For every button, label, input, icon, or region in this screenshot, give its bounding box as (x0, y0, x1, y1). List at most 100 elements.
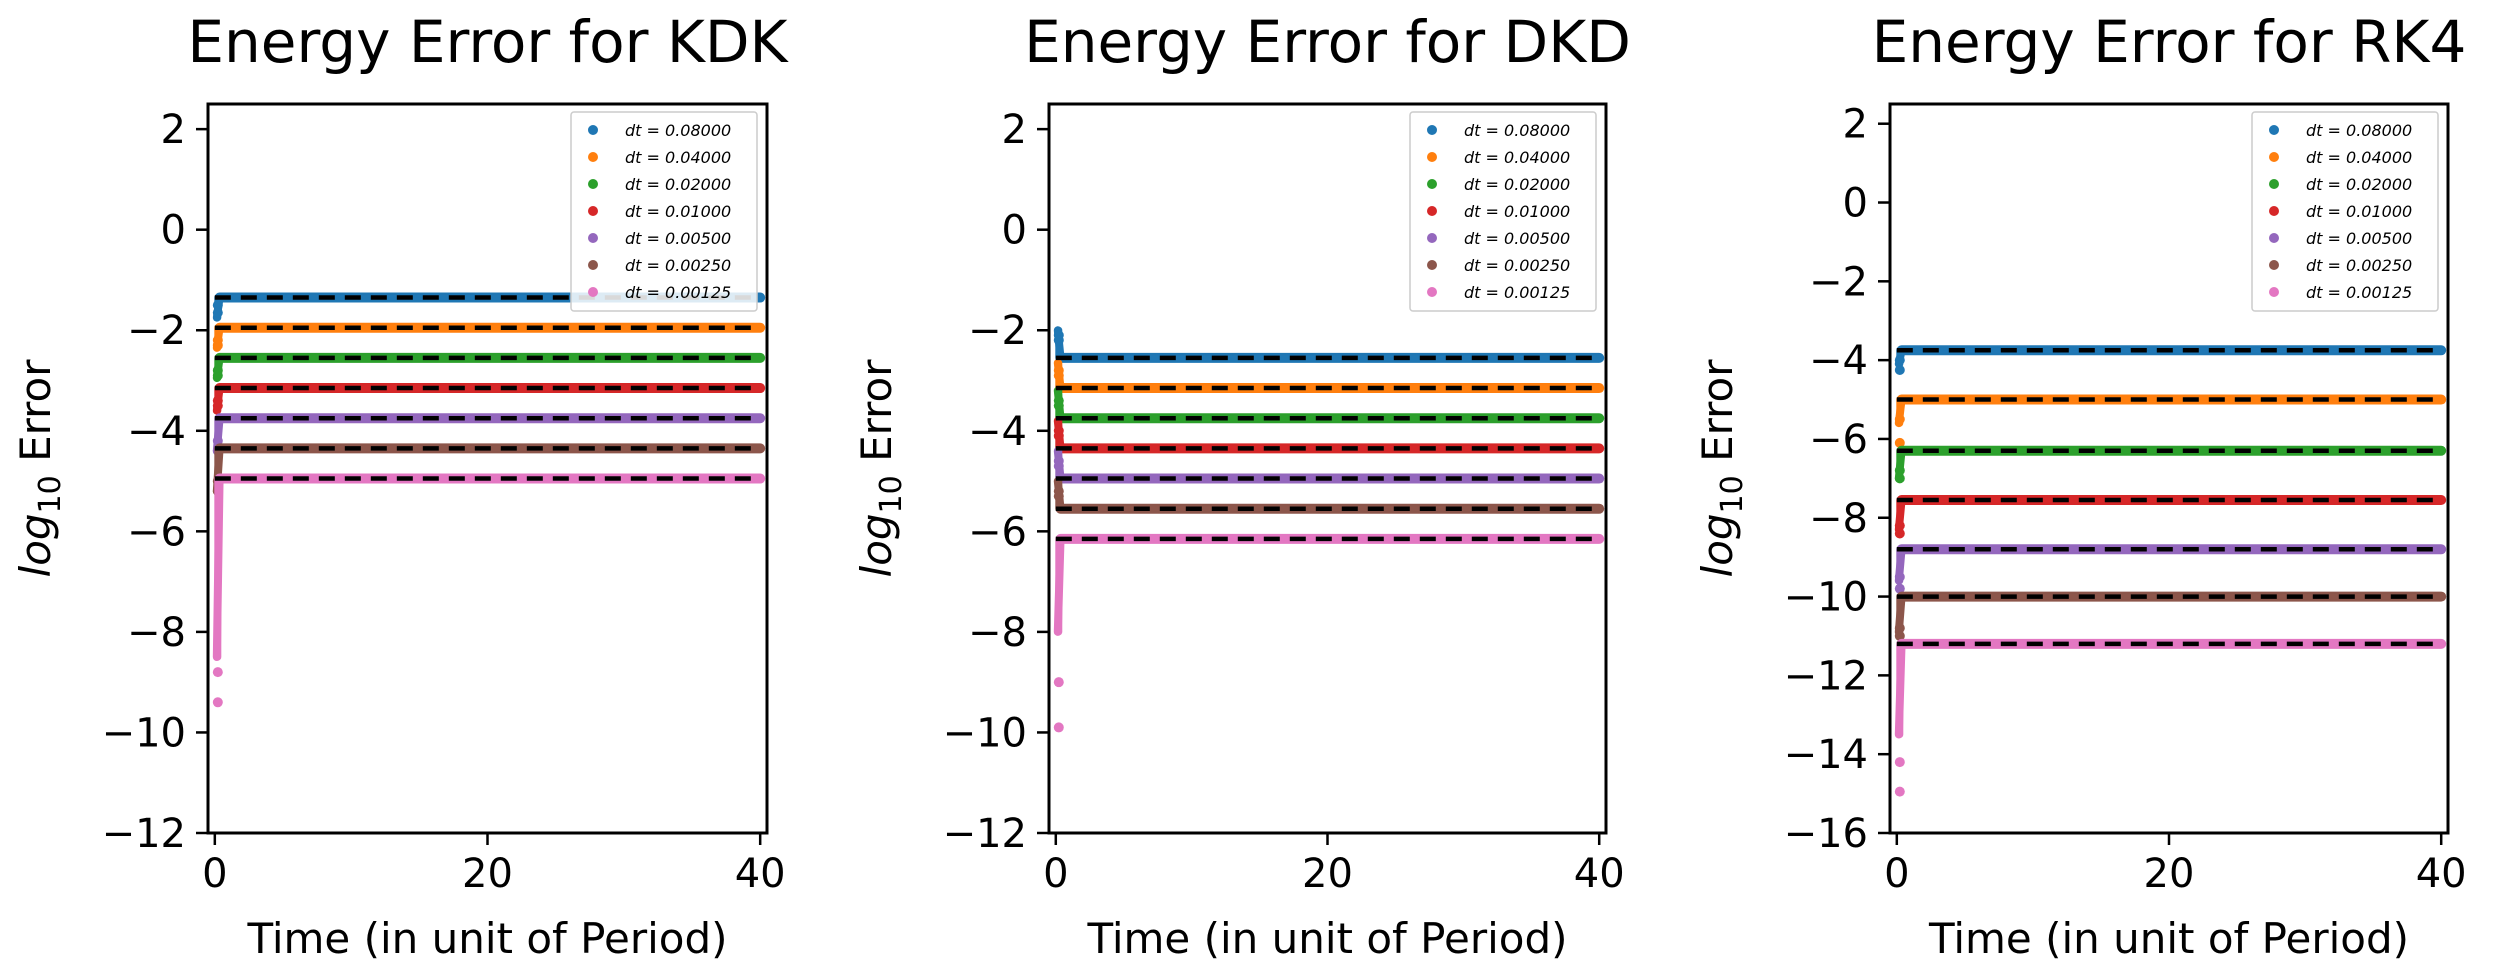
y-tick-label: −8 (1809, 496, 1868, 542)
legend-label: dt = 0.00250 (1464, 256, 1570, 275)
legend-item: dt = 0.04000 (2269, 148, 2412, 167)
series-point (212, 667, 223, 678)
y-tick-label: −4 (127, 409, 186, 455)
x-tick-label: 0 (202, 851, 227, 897)
series-6 (1894, 591, 2447, 641)
series-point (1894, 520, 1905, 531)
legend-item: dt = 0.08000 (588, 121, 731, 140)
y-tick-label: −10 (1784, 575, 1868, 621)
series-7 (1894, 638, 2447, 797)
legend-marker (1427, 179, 1437, 189)
chart-title: Energy Error for KDK (187, 8, 789, 76)
legend-label: dt = 0.00500 (625, 229, 731, 248)
chart-title: Energy Error for RK4 (1872, 8, 2467, 76)
series-6 (212, 443, 766, 497)
y-axis-label-subscript: 10 (1715, 475, 1750, 513)
series-point (1894, 630, 1905, 641)
series-3 (1894, 445, 2447, 484)
y-tick-label: −2 (127, 308, 186, 354)
legend: dt = 0.08000 dt = 0.04000 dt = 0.02000 dt =… (570, 111, 758, 312)
plot-area (212, 292, 766, 708)
series-point (1053, 430, 1064, 441)
legend-label: dt = 0.01000 (2306, 202, 2412, 221)
x-axis-label: Time (in unit of Period) (1928, 914, 2409, 963)
legend-marker (1427, 260, 1437, 270)
x-axis-label: Time (in unit of Period) (246, 914, 727, 963)
legend-marker (2269, 233, 2279, 243)
series-3 (1053, 386, 1605, 424)
series-point (1053, 491, 1064, 502)
series-7 (212, 473, 766, 708)
series-point (212, 370, 223, 381)
y-axis-label-log: log (1693, 513, 1742, 577)
legend-item: dt = 0.00500 (588, 229, 731, 248)
legend-item: dt = 0.08000 (2269, 121, 2412, 140)
legend: dt = 0.08000 dt = 0.04000 dt = 0.02000 dt =… (1409, 111, 1597, 312)
series-2 (1053, 358, 1605, 394)
legend-marker (2269, 152, 2279, 162)
legend-box (1409, 111, 1597, 312)
series-1 (1894, 345, 2447, 375)
legend-marker (1427, 287, 1437, 297)
series-4 (1894, 495, 2447, 539)
series-4 (212, 383, 766, 415)
legend-item: dt = 0.00125 (588, 283, 731, 302)
legend-item: dt = 0.02000 (2269, 175, 2412, 194)
series-point (1894, 757, 1905, 768)
series-point (1894, 355, 1905, 366)
legend-label: dt = 0.00125 (1464, 283, 1570, 302)
y-tick-label: −16 (1784, 811, 1868, 857)
y-tick-label: 0 (1002, 208, 1027, 254)
series-point (1894, 528, 1905, 539)
legend-item: dt = 0.00125 (2269, 283, 2412, 302)
x-tick-label: 0 (1043, 851, 1068, 897)
legend-marker (588, 152, 598, 162)
legend-item: dt = 0.01000 (2269, 202, 2412, 221)
legend: dt = 0.08000 dt = 0.04000 dt = 0.02000 dt =… (2251, 111, 2439, 312)
series-point (1894, 364, 1905, 375)
legend-item: dt = 0.00125 (1427, 283, 1570, 302)
series-point (1053, 677, 1064, 688)
y-tick-label: −2 (968, 308, 1027, 354)
series-point (1053, 370, 1064, 381)
legend-label: dt = 0.01000 (625, 202, 731, 221)
legend-item: dt = 0.01000 (1427, 202, 1570, 221)
chart-panel-2: Energy Error for DKD 0 20 40 −12 −10 −8 −6 −4 −2 0… (852, 8, 1631, 963)
series-5 (1894, 544, 2447, 594)
y-axis-label-log: log (11, 513, 60, 577)
legend-marker (588, 206, 598, 216)
legend-box (2251, 111, 2439, 312)
series-4 (1053, 416, 1605, 454)
legend-marker (1427, 233, 1437, 243)
legend-marker (588, 233, 598, 243)
y-tick-label: 0 (161, 208, 186, 254)
legend-label: dt = 0.00250 (625, 256, 731, 275)
legend-marker (2269, 287, 2279, 297)
legend-marker (588, 260, 598, 270)
series-point (212, 340, 223, 351)
series-point (1894, 583, 1905, 594)
y-tick-label: −10 (102, 710, 186, 756)
x-tick-label: 20 (1302, 851, 1353, 897)
series-1 (1053, 326, 1605, 363)
y-axis-label-error: Error (1693, 359, 1742, 475)
series-point (1053, 400, 1064, 411)
legend-item: dt = 0.01000 (588, 202, 731, 221)
legend-marker (2269, 125, 2279, 135)
series-point (1894, 465, 1905, 476)
series-point (212, 697, 223, 708)
series-point (212, 300, 223, 311)
x-axis-label: Time (in unit of Period) (1086, 914, 1567, 963)
x-tick-label: 40 (735, 851, 786, 897)
legend-label: dt = 0.04000 (1464, 148, 1570, 167)
chart-panel-1: Energy Error for KDK 0 20 40 −12 −10 −8 −6 −4 −2 0… (11, 8, 790, 963)
y-tick-label: −4 (968, 409, 1027, 455)
legend-marker (2269, 206, 2279, 216)
y-tick-label: −6 (127, 509, 186, 555)
legend-label: dt = 0.00125 (625, 283, 731, 302)
series-7 (1053, 533, 1605, 733)
legend-label: dt = 0.02000 (625, 175, 731, 194)
legend-label: dt = 0.00500 (2306, 229, 2412, 248)
